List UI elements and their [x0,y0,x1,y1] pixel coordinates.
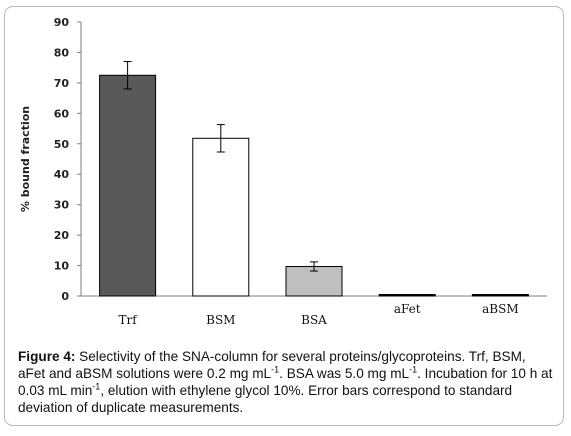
caption-text-1: Selectivity of the SNA-column for severa… [18,349,526,381]
y-tick-label: 90 [54,16,70,29]
y-tick-label: 20 [54,229,70,242]
y-tick-label: 0 [61,290,69,303]
caption-text-2: . BSA was 5.0 mg mL [279,366,410,381]
x-tick-label-aFet: aFet [394,302,421,316]
x-tick-label-BSM: BSM [206,313,235,327]
y-axis-label: % bound fraction [19,106,32,212]
caption-sup-1: -1 [271,364,280,375]
x-tick-label-Trf: Trf [119,313,139,327]
bar-Trf [99,74,157,297]
caption-sup-3: -1 [92,381,101,392]
caption-text-3: . Incubation for 10 h at 0.03 mL min [18,366,553,398]
figure-label: Figure 4: [18,349,76,364]
y-tick-label: 70 [54,77,70,90]
bar-chart: % bound fraction 0 10 20 30 40 50 60 70 80 90 Trf… [19,16,547,327]
figure-caption: Figure 4: Selectivity of the SNA-column … [18,348,556,416]
x-tick-label-BSA: BSA [301,313,327,327]
y-tick-label: 10 [54,260,70,273]
figure-frame [4,6,564,426]
x-tick-label-aBSM: aBSM [482,302,518,316]
y-tick-label: 30 [54,199,70,212]
y-tick-label: 80 [54,46,70,59]
caption-sup-2: -1 [409,364,418,375]
caption-text-4: , elution with ethylene glycol 10%. Erro… [18,383,513,415]
y-tick-label: 60 [54,107,70,120]
bar-BSM [192,137,250,297]
y-tick-label: 40 [54,168,70,181]
y-tick-label: 50 [54,138,70,151]
bar-aBSM [471,294,529,297]
bar-aFet [378,294,436,297]
